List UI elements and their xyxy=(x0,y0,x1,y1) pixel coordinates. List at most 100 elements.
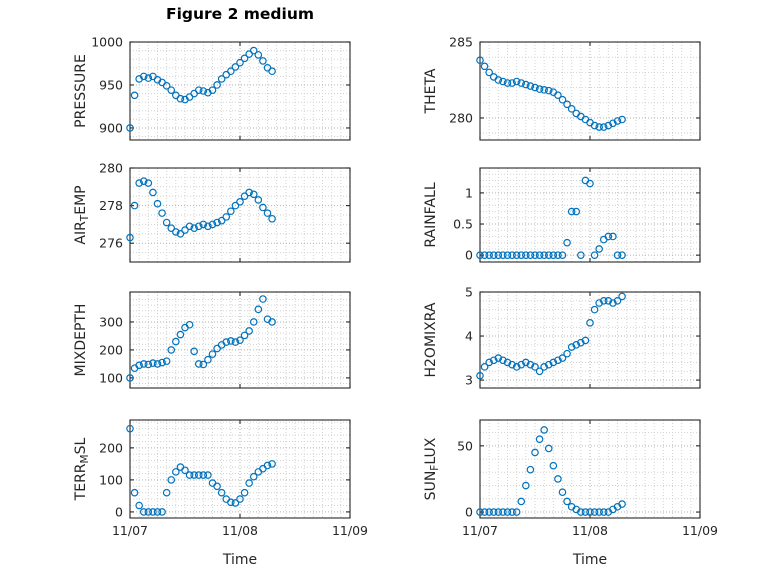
x-axis-label-left: Time xyxy=(222,552,258,568)
y-tick-label: 285 xyxy=(449,35,473,50)
data-point xyxy=(549,358,558,367)
subplot-rainfall: 0 0.5 1 RAINFALL xyxy=(423,167,701,263)
data-point xyxy=(149,508,157,516)
data-point xyxy=(158,209,166,217)
data-point xyxy=(503,508,512,516)
data-point xyxy=(476,56,484,65)
data-point xyxy=(544,360,553,369)
data-point xyxy=(489,251,498,259)
data-point xyxy=(167,346,176,354)
data-point xyxy=(604,297,613,305)
y-tick-label: 5 xyxy=(465,285,473,300)
data-point xyxy=(508,251,516,259)
data-point xyxy=(135,179,143,187)
data-point xyxy=(236,336,244,344)
y-tick-label: 1000 xyxy=(91,35,123,50)
data-point xyxy=(208,86,217,94)
data-point xyxy=(522,80,530,89)
data-point xyxy=(581,508,590,516)
data-point xyxy=(485,251,493,259)
data-point xyxy=(231,338,240,346)
data-point xyxy=(162,357,171,365)
data-point xyxy=(609,299,617,307)
data-point xyxy=(204,355,212,364)
data-point xyxy=(489,508,498,516)
data-point xyxy=(535,367,544,376)
data-point xyxy=(535,435,544,444)
data-point xyxy=(544,444,553,453)
data-point xyxy=(240,192,249,201)
data-point xyxy=(572,341,581,349)
y-axis-label: TERRMSL xyxy=(73,437,91,501)
data-point xyxy=(567,343,576,351)
data-point xyxy=(245,479,253,487)
data-point xyxy=(554,475,562,483)
data-point xyxy=(231,499,240,507)
data-point xyxy=(126,424,134,433)
data-point xyxy=(249,318,258,326)
data-point xyxy=(522,251,530,259)
data-point xyxy=(172,337,180,346)
data-point xyxy=(181,226,189,234)
subplot-theta: 280 285 THETA xyxy=(423,35,701,141)
data-point xyxy=(222,213,231,221)
data-point xyxy=(227,207,235,216)
data-point xyxy=(512,251,521,259)
subplot-sun-flux: 11/07 11/08 11/09 0 50 SUNFLUX xyxy=(423,419,718,538)
data-point xyxy=(213,81,221,89)
data-point xyxy=(517,251,526,259)
data-point xyxy=(586,319,594,327)
data-point xyxy=(485,358,493,367)
data-point xyxy=(503,79,512,87)
data-point xyxy=(194,222,203,231)
data-point xyxy=(126,374,134,382)
data-point xyxy=(609,119,617,128)
data-point xyxy=(236,198,244,206)
data-point xyxy=(268,67,276,76)
data-point xyxy=(595,299,603,307)
data-point xyxy=(139,72,148,81)
data-point xyxy=(144,74,153,82)
data-point xyxy=(227,67,235,76)
data-point xyxy=(618,251,626,259)
y-tick-label: 200 xyxy=(99,440,123,455)
data-point xyxy=(254,51,263,59)
y-tick-label: 278 xyxy=(99,198,123,213)
subplot-air-temp: 276 278 280 AIRTEMP xyxy=(73,161,351,263)
data-point xyxy=(217,216,226,225)
data-point xyxy=(531,448,539,457)
data-point xyxy=(199,471,208,479)
data-point xyxy=(590,121,599,130)
data-point xyxy=(199,220,208,229)
data-point xyxy=(144,179,153,187)
data-point xyxy=(130,488,139,497)
data-point xyxy=(153,508,162,516)
y-tick-label: 300 xyxy=(99,314,123,329)
data-point xyxy=(517,79,526,87)
data-point xyxy=(236,495,244,503)
data-point xyxy=(512,508,521,516)
data-point xyxy=(494,76,503,84)
data-point xyxy=(190,471,198,479)
data-point xyxy=(268,318,276,326)
y-axis-label: SUNFLUX xyxy=(423,437,441,500)
axes-box xyxy=(479,167,701,263)
data-point xyxy=(590,305,599,314)
data-point xyxy=(213,218,221,227)
data-point xyxy=(563,100,571,109)
data-point xyxy=(130,91,139,100)
data-point xyxy=(599,297,608,305)
data-point xyxy=(499,251,507,259)
data-point xyxy=(181,466,189,475)
subplot-mixdepth: 100 200 300 MIXDEPTH xyxy=(73,291,351,389)
data-point xyxy=(599,508,608,516)
data-point xyxy=(554,251,562,259)
data-point xyxy=(240,331,249,340)
x-axis-label-right: Time xyxy=(572,552,608,568)
y-tick-label: 50 xyxy=(457,438,473,453)
data-point xyxy=(130,201,139,210)
data-point xyxy=(208,220,217,229)
data-point xyxy=(149,359,157,367)
